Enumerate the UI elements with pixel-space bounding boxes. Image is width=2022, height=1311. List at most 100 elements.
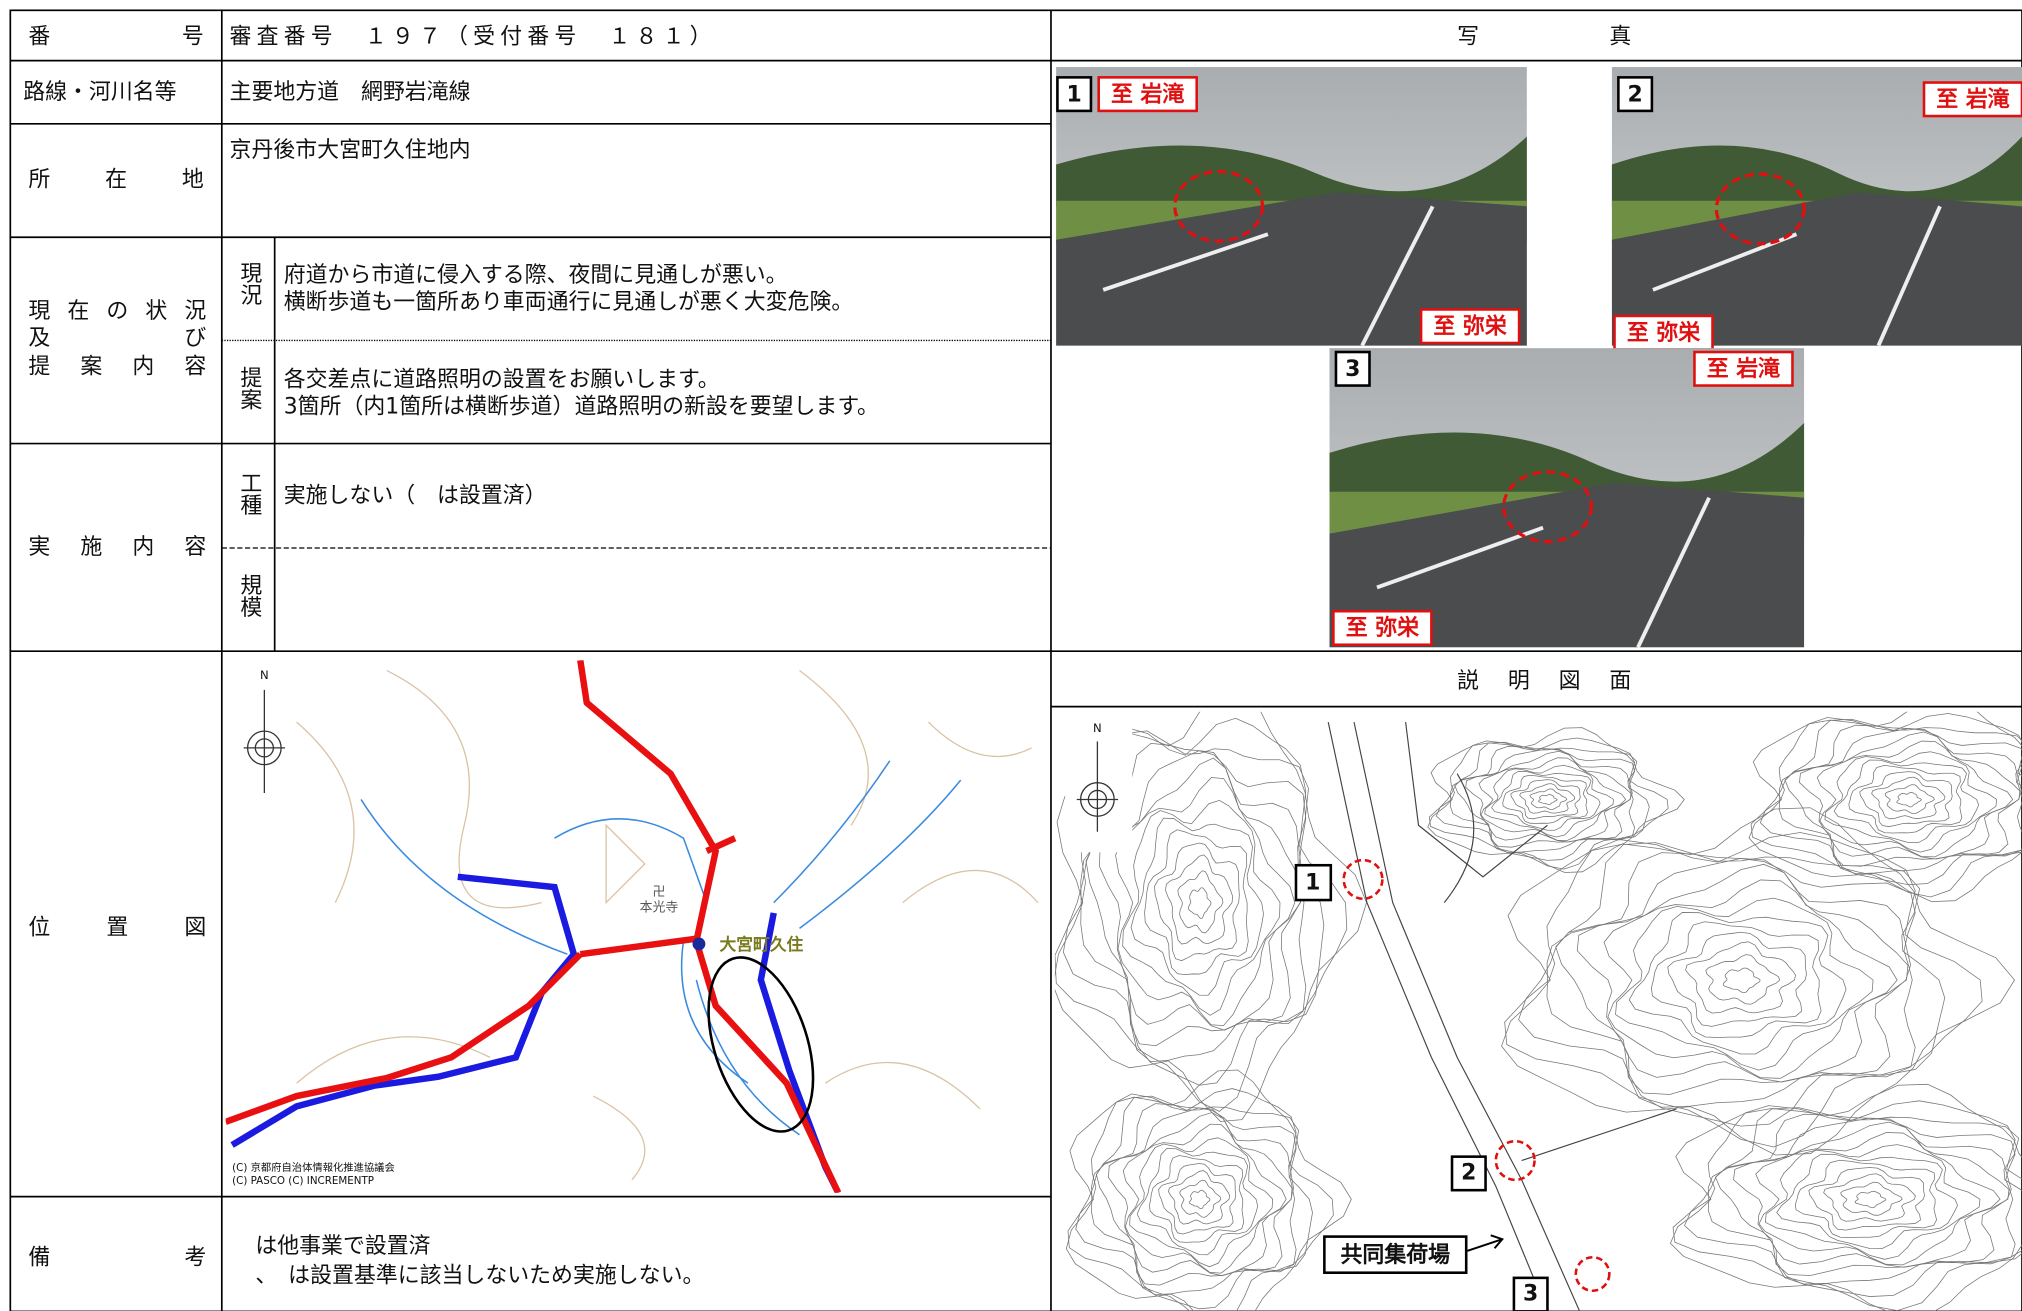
copyright: (C) 京都府自治体情報化推進協議会 (232, 1161, 395, 1174)
contour (1808, 1167, 1925, 1231)
marker-number: 2 (1461, 1160, 1476, 1185)
label: 提案内容 (28, 354, 206, 379)
contour (1733, 1121, 2010, 1268)
point-circle (1342, 858, 1384, 901)
contour (1840, 1181, 1903, 1216)
contour (1122, 799, 1281, 1016)
contour (1502, 774, 1588, 824)
symbol: 卍 (653, 885, 666, 900)
contour (1672, 1100, 2022, 1311)
contour (1884, 784, 1935, 815)
photo-road (1611, 192, 2022, 346)
river (680, 941, 749, 1084)
direction-label: 至 岩滝 (1936, 88, 2009, 113)
contour (1824, 751, 1998, 853)
direction-box (1613, 314, 1714, 351)
label: 実施内容 (28, 535, 206, 560)
photo-number: 2 (1628, 82, 1643, 107)
contour (1707, 1113, 2016, 1285)
contour (1165, 854, 1234, 945)
contour (1722, 967, 1761, 994)
river (695, 979, 800, 1136)
sub-label: 現況 (237, 262, 262, 306)
value: 各交差点に道路照明の設置をお願いします。 (284, 367, 720, 392)
contour (1685, 941, 1796, 1014)
road-outline (1405, 722, 1548, 878)
contour (1054, 711, 1367, 1122)
direction-label: 至 弥栄 (1433, 315, 1506, 340)
river (773, 760, 891, 904)
direction-label: 至 弥栄 (1346, 616, 1419, 641)
contour (1615, 897, 1874, 1071)
contour (1122, 1123, 1287, 1274)
contour (1179, 1179, 1222, 1218)
contour (1085, 750, 1304, 1047)
label: 所在地 (28, 168, 203, 193)
location-map (225, 660, 1039, 1193)
river (799, 779, 962, 930)
contour (1896, 792, 1922, 808)
number-box (1056, 76, 1093, 113)
photo-lane (1102, 205, 1435, 347)
value: 府道から市道に侵入する際、夜間に見通しが悪い。 (284, 263, 788, 288)
contour (1080, 742, 1307, 1063)
contour (1067, 1088, 1334, 1311)
photo-ring (1714, 172, 1806, 246)
photo-lane (1376, 496, 1711, 649)
contour (1450, 745, 1636, 853)
contour (1188, 887, 1212, 920)
sub-label: 提案 (237, 366, 262, 410)
contour (1784, 728, 2022, 867)
photo-road (1056, 192, 1527, 346)
contour (1149, 1155, 1245, 1243)
contour (1129, 1137, 1274, 1268)
contour (1628, 912, 1847, 1055)
direction-box (1332, 609, 1433, 647)
direction-box (1419, 308, 1521, 345)
contour (1854, 1190, 1887, 1209)
photo-road (1329, 482, 1805, 648)
location-map-labels: N 卍 本光寺 大宮町久住 (C) 京都府自治体情報化推進協議会 (C) PAS… (232, 668, 815, 1187)
contour (1130, 817, 1264, 996)
contour (1091, 1103, 1297, 1296)
contour (1669, 1083, 2022, 1311)
header: 写真 (1457, 24, 1631, 49)
contour (1555, 858, 1911, 1095)
contour (1755, 1132, 2001, 1266)
contour (1435, 741, 1650, 861)
contour (1098, 757, 1302, 1031)
contour (1823, 1173, 1916, 1222)
contour (1095, 1107, 1294, 1286)
contour (1538, 794, 1558, 806)
contour (1576, 863, 1909, 1083)
value: 、 は設置基準に該当しないため実施しない。 (255, 1264, 704, 1289)
sub-label: 規模 (237, 574, 262, 618)
road-blue (230, 873, 578, 1148)
road-blue (757, 912, 842, 1193)
contour (1794, 1159, 1938, 1238)
direction-label: 至 岩滝 (1111, 82, 1184, 107)
contour (1168, 1170, 1231, 1225)
road-outline (1353, 721, 1581, 1311)
contour (1816, 740, 2014, 858)
river (554, 818, 708, 903)
direction-label: 至 岩滝 (1707, 357, 1780, 382)
place-label: 本光寺 (640, 900, 679, 915)
contour (1484, 765, 1614, 838)
contour (1478, 757, 1627, 841)
direction-label: 至 弥栄 (1627, 321, 1700, 346)
contour (1546, 852, 1916, 1108)
value: 京丹後市大宮町久住地内 (230, 138, 471, 163)
direction-box (1922, 81, 2022, 118)
contour (799, 670, 869, 826)
compass-bg (1065, 716, 1133, 853)
road-outline (1521, 1108, 1677, 1162)
north: N (260, 668, 269, 682)
contour (1454, 748, 1633, 848)
point-circle (1494, 1139, 1536, 1182)
contour (1510, 779, 1581, 820)
value: 主要地方道 網野岩滝線 (230, 80, 471, 105)
point-circle (1574, 1255, 1611, 1293)
contour (605, 823, 646, 905)
